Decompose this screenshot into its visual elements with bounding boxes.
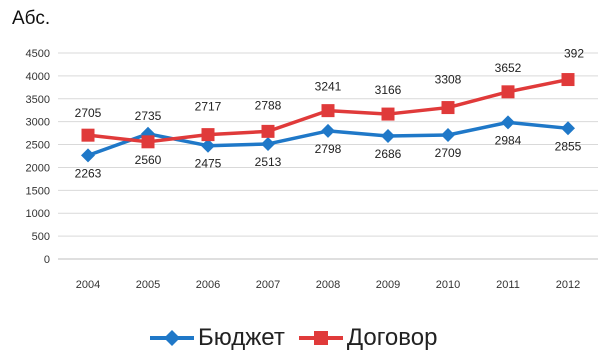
- y-tick-label: 2000: [26, 162, 50, 174]
- data-label: 2984: [495, 133, 522, 147]
- legend-label-budget: Бюджет: [198, 324, 285, 351]
- axes: 0 500 1000 1500 2000 2500 3000 3500 4000 4500 2004…: [26, 48, 598, 291]
- data-point: [321, 104, 335, 118]
- x-tick-label: 2010: [436, 279, 460, 291]
- legend-item-contract: Договор: [298, 324, 438, 352]
- data-label: 2560: [135, 153, 162, 167]
- data-point: [321, 123, 335, 138]
- y-tick-label: 4000: [26, 71, 50, 83]
- data-label: 2513: [255, 155, 282, 169]
- data-point: [201, 138, 215, 153]
- x-tick-label: 2012: [556, 279, 580, 291]
- data-point: [561, 73, 575, 87]
- y-tick-label: 3000: [26, 117, 50, 129]
- data-point: [141, 135, 155, 149]
- x-tick-label: 2006: [196, 279, 220, 291]
- data-label: 2263: [75, 166, 102, 180]
- chart-legend: Бюджет Договор: [150, 324, 437, 352]
- data-point: [561, 121, 575, 136]
- data-label: 3166: [375, 83, 402, 97]
- x-tick-label: 2004: [76, 279, 100, 291]
- data-label: 2686: [375, 147, 402, 161]
- data-point: [501, 85, 515, 99]
- data-label: 2709: [435, 146, 462, 160]
- data-label: 2735: [135, 109, 162, 123]
- data-point: [201, 128, 215, 142]
- y-tick-label: 0: [44, 254, 50, 266]
- y-tick-label: 2500: [26, 140, 50, 152]
- data-point: [81, 128, 95, 142]
- data-labels: 2263 2735 2475 2513 2798 2686 2709 2984 2855 2705…: [75, 47, 585, 181]
- series-layer: [81, 73, 575, 163]
- legend-swatch-budget: [150, 330, 194, 346]
- x-tick-label: 2005: [136, 279, 160, 291]
- data-label: 2855: [555, 139, 582, 153]
- legend-item-budget: Бюджет: [150, 324, 285, 352]
- data-label: 392: [564, 47, 584, 61]
- data-point: [501, 115, 515, 130]
- chart-unit-label: Абс.: [12, 8, 51, 29]
- y-tick-label: 4500: [26, 48, 50, 60]
- x-tick-label: 2007: [256, 279, 280, 291]
- data-point: [261, 124, 275, 138]
- x-tick-label: 2011: [496, 279, 520, 291]
- data-label: 2705: [75, 106, 102, 120]
- legend-label-contract: Договор: [346, 324, 438, 351]
- data-label: 2717: [195, 100, 222, 114]
- data-label: 2798: [315, 142, 342, 156]
- data-label: 2475: [195, 157, 222, 171]
- y-tick-label: 1500: [26, 185, 50, 197]
- data-label: 3652: [495, 61, 522, 75]
- data-point: [381, 107, 395, 121]
- series-contract: [81, 73, 575, 149]
- data-point: [441, 127, 455, 142]
- data-label: 3241: [315, 80, 342, 94]
- data-point: [381, 129, 395, 144]
- y-tick-label: 3500: [26, 94, 50, 106]
- data-point: [261, 136, 275, 151]
- data-label: 2788: [255, 98, 282, 112]
- data-point: [81, 148, 95, 163]
- data-label: 3308: [435, 73, 462, 87]
- y-tick-label: 500: [32, 231, 50, 243]
- legend-swatch-contract: [298, 331, 343, 345]
- y-tick-label: 1000: [26, 208, 50, 220]
- data-point: [441, 101, 455, 115]
- x-tick-label: 2009: [376, 279, 400, 291]
- x-tick-label: 2008: [316, 279, 340, 291]
